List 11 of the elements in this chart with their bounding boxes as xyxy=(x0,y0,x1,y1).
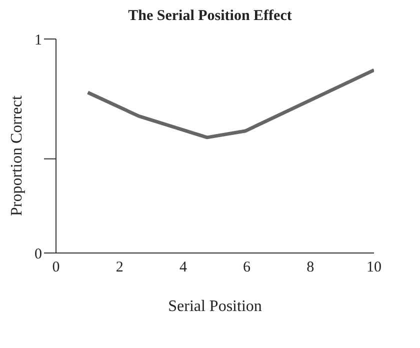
chart-title: The Serial Position Effect xyxy=(127,8,293,25)
y-axis-title: Proportion Correct xyxy=(8,95,26,216)
x-tick-label: 4 xyxy=(179,260,188,276)
x-tick-label: 0 xyxy=(52,260,60,276)
x-tick-label: 8 xyxy=(306,260,314,276)
line-series xyxy=(86,68,374,140)
x-axis-title: Serial Position xyxy=(168,298,262,315)
y-tick-label: 1 xyxy=(34,32,42,48)
x-tick-label: 6 xyxy=(243,260,252,276)
x-tick-label: 10 xyxy=(366,260,382,276)
x-tick-label: 2 xyxy=(116,260,124,276)
